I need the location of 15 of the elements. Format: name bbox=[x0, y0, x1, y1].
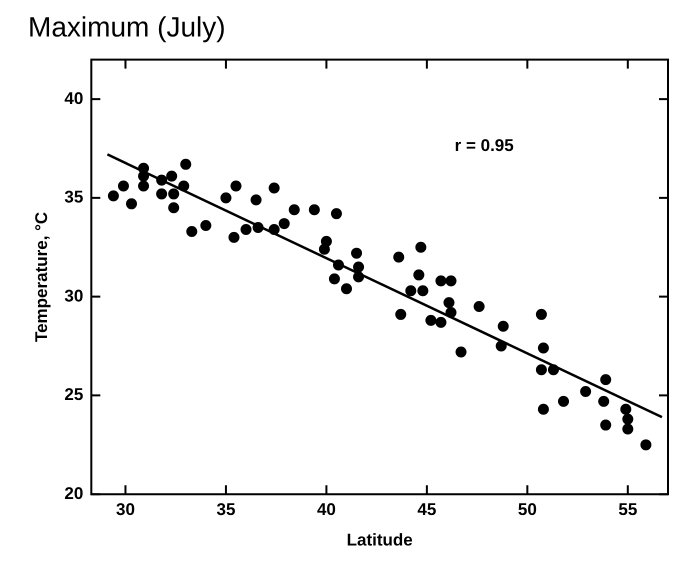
chart-title: Maximum (July) bbox=[28, 12, 226, 43]
x-tick-label: 55 bbox=[618, 500, 638, 520]
x-tick-label: 30 bbox=[116, 500, 135, 520]
y-tick-label: 25 bbox=[64, 385, 84, 404]
y-axis-title: Temperature, °C bbox=[32, 212, 51, 342]
annotation: r = 0.95 bbox=[454, 136, 514, 156]
y-tick-label: 35 bbox=[64, 188, 84, 207]
x-tick-label: 45 bbox=[417, 500, 436, 520]
x-tick-label: 40 bbox=[316, 500, 336, 520]
y-tick-label: 30 bbox=[64, 286, 84, 306]
x-tick-label: 50 bbox=[518, 500, 537, 520]
x-tick-label: 35 bbox=[216, 500, 236, 520]
y-tick-label: 20 bbox=[64, 484, 84, 503]
y-tick-label: 40 bbox=[64, 88, 84, 108]
x-axis-title: Latitude bbox=[346, 530, 413, 550]
